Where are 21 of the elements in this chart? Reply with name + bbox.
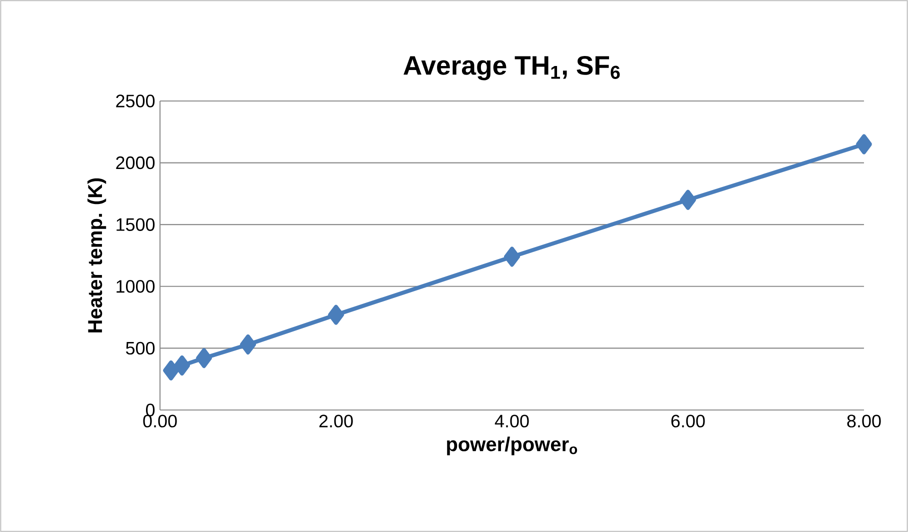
point — [240, 334, 256, 354]
y-axis-title: Heater temp. (K) — [87, 178, 106, 332]
y-tick-label: 1000 — [116, 280, 155, 293]
y-tick-label: 2500 — [116, 94, 155, 108]
point — [504, 246, 520, 267]
point — [196, 348, 212, 368]
y-tick-label: 2000 — [116, 156, 155, 170]
y-tick-label: 500 — [126, 342, 155, 355]
x-tick-label: 6.00 — [671, 414, 705, 428]
chart-title: Average TH$_{1}$, SF$_{6}$ — [404, 56, 620, 80]
y-tick-label: 1500 — [116, 218, 155, 231]
point — [163, 360, 180, 380]
point — [680, 190, 696, 210]
x-tick-label: 2.00 — [319, 414, 353, 428]
x-axis-title: power/power$_{o}$ — [447, 436, 578, 456]
point — [174, 355, 190, 376]
x-tick-label: 4.00 — [494, 414, 529, 428]
point — [856, 134, 872, 154]
x-tick-label: 8.00 — [847, 414, 881, 428]
point — [328, 304, 344, 325]
x-tick-label: 0.00 — [143, 414, 177, 428]
